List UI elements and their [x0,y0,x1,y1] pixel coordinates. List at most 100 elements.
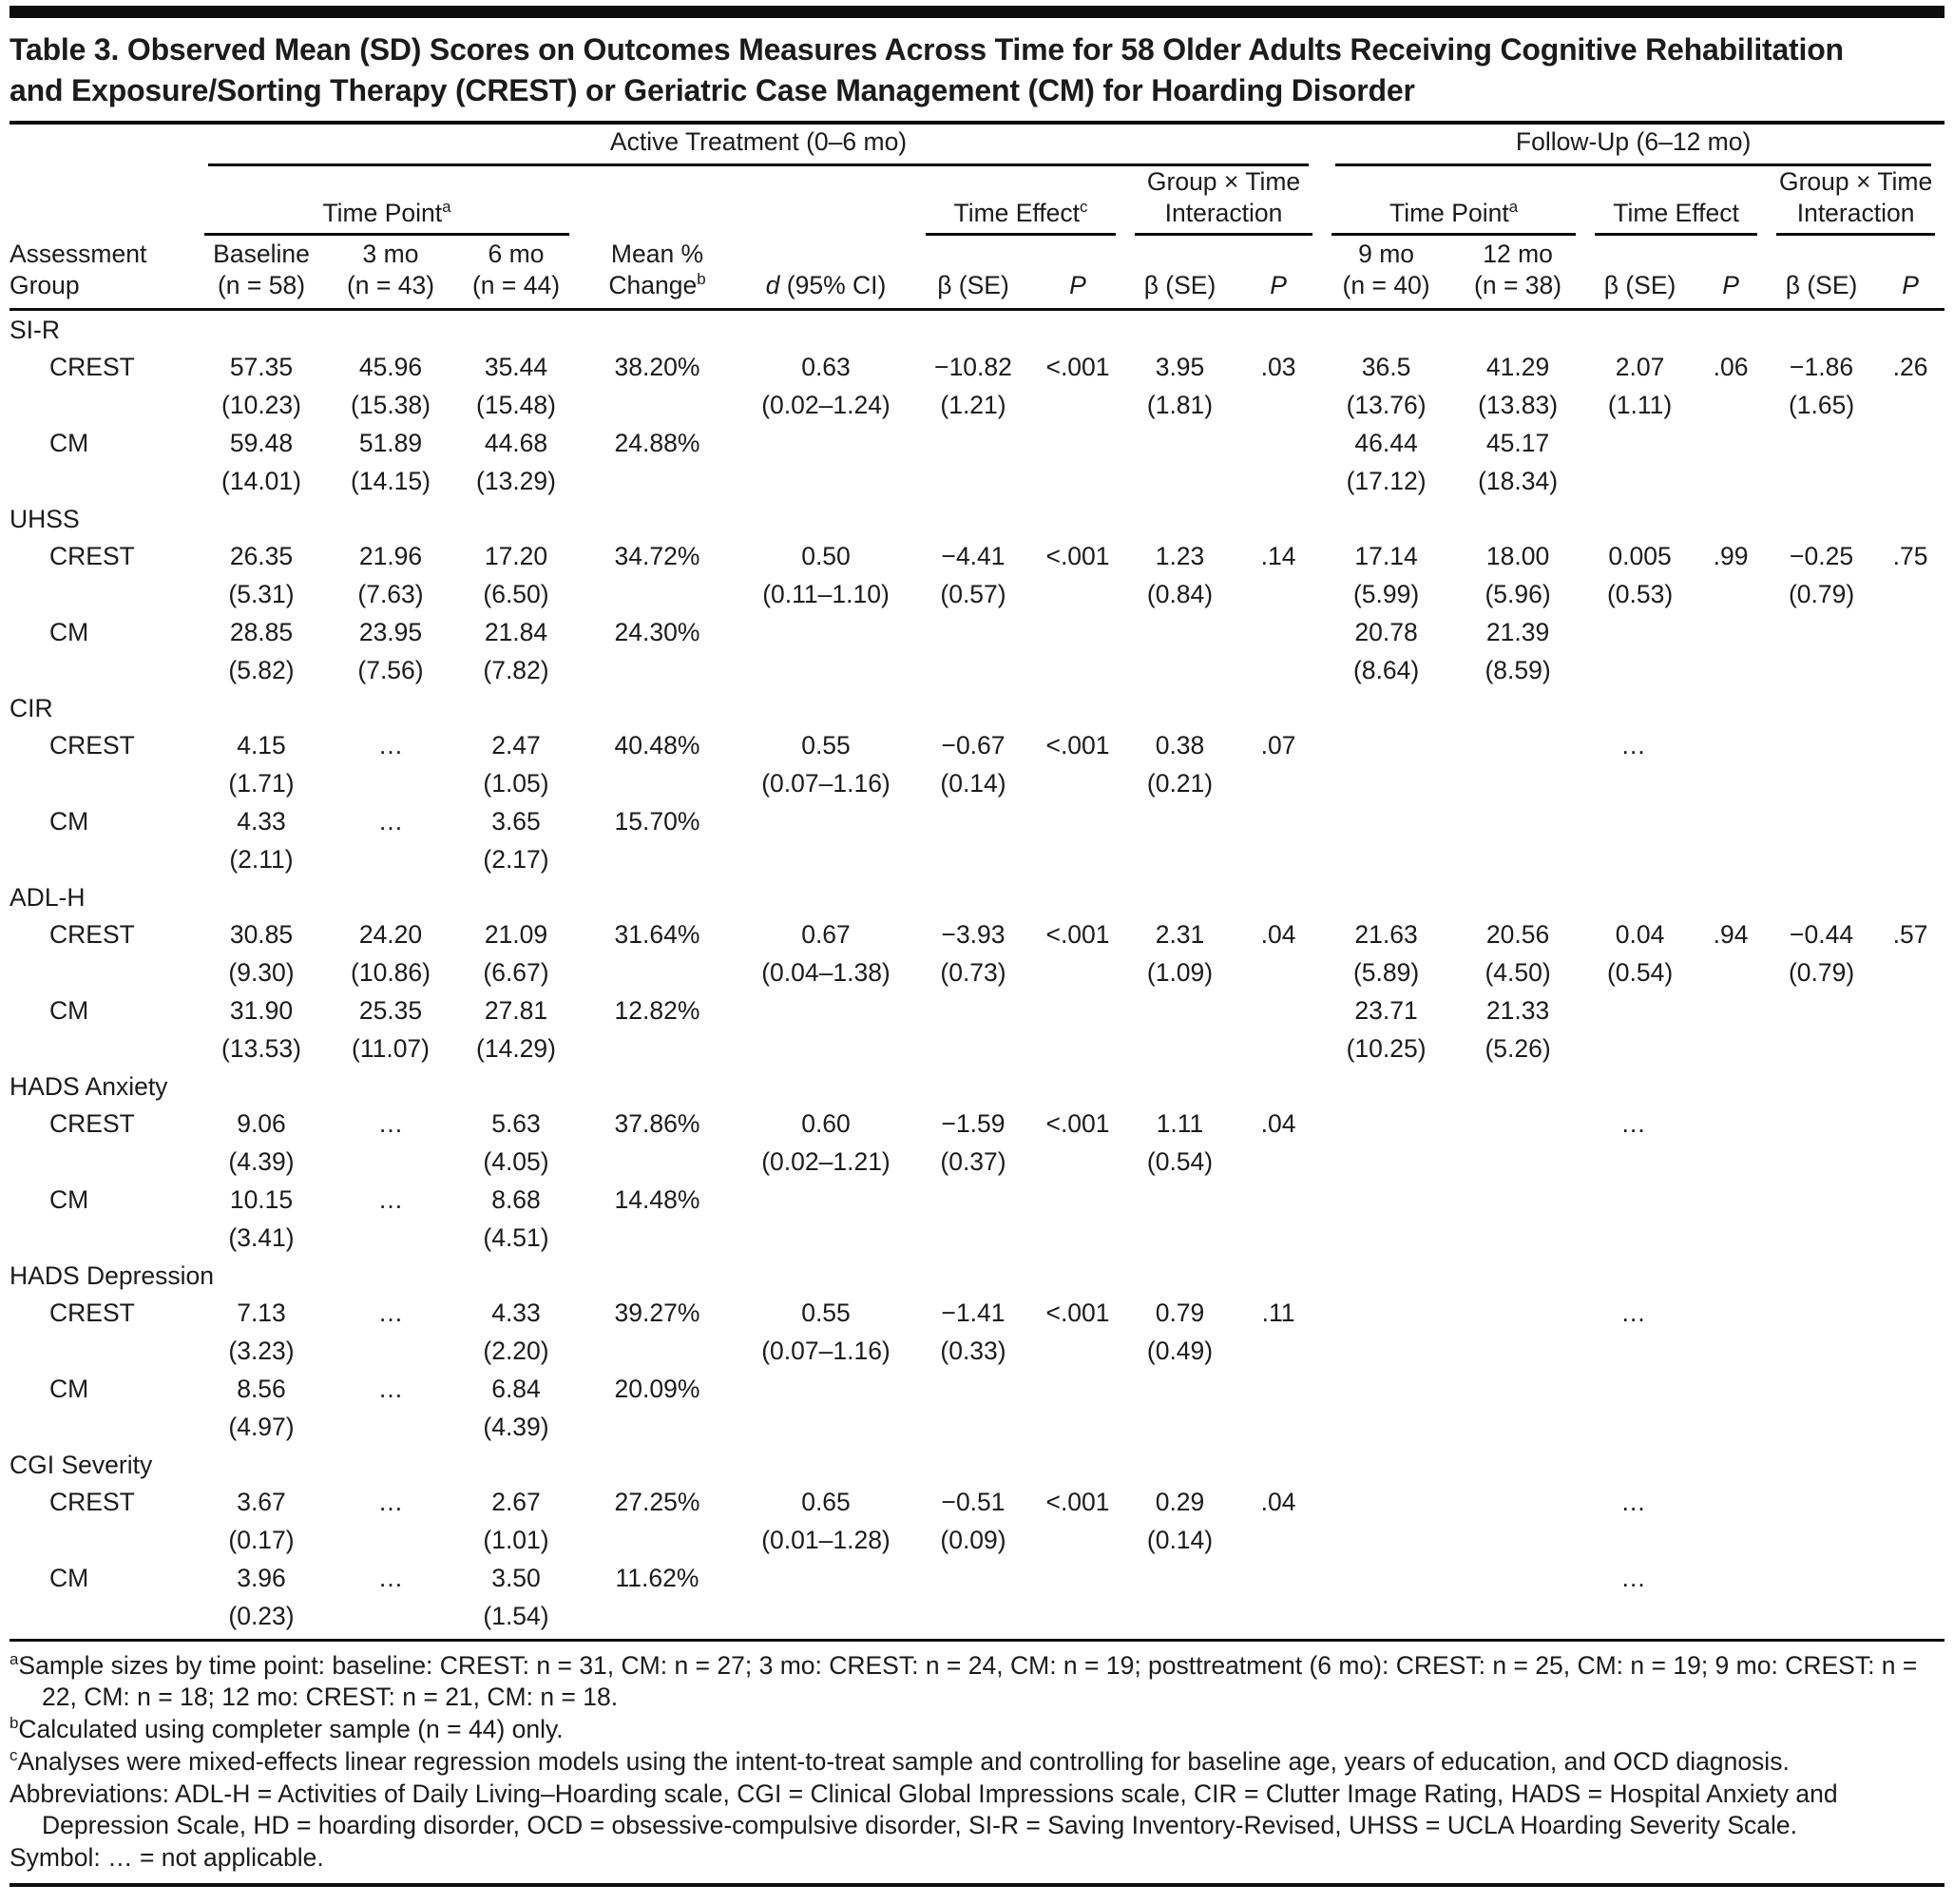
section-label: CIR [10,694,53,723]
table-title-line1: Table 3. Observed Mean (SD) Scores on Ou… [10,32,1844,67]
cell-time-effect-beta [916,424,1030,500]
cell-mean-pct-change: 31.64% [614,920,700,950]
cell-d-95ci: 0.63 (0.02–1.24) [761,353,891,420]
bottom-divider-bar [10,1883,1944,1888]
footnote-marker-a: a [1508,198,1519,217]
cell-fu-time-effect-beta [1585,991,1695,1067]
cell-d-95ci: 0.65 (0.01–1.28) [761,1488,891,1555]
cell-fu-time-effect-p [1695,613,1767,689]
col-head-3mo: 3 mo (n = 43) [328,236,453,312]
cell-groupxtime-beta [1125,1370,1235,1446]
cell-time-effect-beta [916,1181,1030,1257]
col-head-baseline: Baseline (n = 58) [195,236,328,312]
cell-fu-groupxtime-p [1876,424,1944,500]
header-subgroup-row: Time Pointa Time Effectc Group × Time In… [10,166,1944,237]
table-row: CM 3.96 (0.23)… 3.50 (1.54) 11.62%… [10,1559,1945,1643]
cell-mean-pct-change: 12.82% [614,996,700,1026]
cell-d-95ci [736,1370,916,1446]
cell-fu-time-effect-p: .06 [1713,353,1749,382]
cell-time-effect-beta [916,1370,1030,1446]
table-row: CM 31.90 (13.53) 25.35 (11.07) 27.81 (14.29) 12… [10,991,1944,1067]
cell-d-95ci [736,1181,916,1257]
col-group-follow-up: Follow-Up (6–12 mo) [1322,126,1944,167]
cell-d-95ci [736,1559,916,1643]
cell-6mo: 2.47 (1.05) [483,731,549,798]
cell-fu-groupxtime-beta [1767,991,1876,1067]
cell-12mo: 18.00 (5.96) [1485,542,1551,609]
table-row: CREST 26.35 (5.31) 21.96 (7.63) 17.20 (6.50) 34… [10,537,1944,613]
cell-12mo: 21.33 (5.26) [1485,996,1551,1064]
group-label: CREST [49,731,135,760]
cell-groupxtime-p: .11 [1261,1298,1295,1328]
col-head-time-effect-p: P [1030,236,1125,312]
cell-time-effect-p: <.001 [1045,542,1110,571]
cell-6mo: 6.84 (4.39) [483,1375,549,1442]
cell-12mo: 45.17 (18.34) [1478,429,1559,496]
cell-fu-time-effect-beta: 0.04 (0.54) [1606,920,1674,988]
footnote-marker-a: a [442,198,451,217]
cell-6mo: 4.33 (2.20) [483,1298,549,1366]
cell-12mo: 21.39 (8.59) [1485,618,1551,685]
cell-fu-time-effect-beta [1585,613,1695,689]
cell-groupxtime-beta: 0.38 (0.21) [1146,731,1214,798]
header-spacer [579,166,736,236]
table-body: SI-R CREST 57.35 (10.23) 45.96 (15.38) 35.44 (1… [10,310,1945,1643]
col-head-assessment-group: Assessment Group [10,236,195,312]
col-group-groupxtime-followup: Group × Time Interaction [1767,166,1944,237]
cell-groupxtime-p [1235,991,1322,1067]
cell-6mo: 17.20 (6.50) [483,542,549,609]
header-spacer [10,166,195,236]
cell-time-effect-p [1030,1181,1125,1257]
cell-groupxtime-p: .14 [1260,542,1296,571]
cell-mean-pct-change: 20.09% [614,1375,700,1404]
group-label: CM [49,429,89,458]
cell-3mo: … [377,1488,404,1517]
col-head-12mo: 12 mo (n = 38) [1450,236,1586,312]
cell-fu-time-effect-beta [1585,424,1695,500]
cell-9mo: 23.71 (10.25) [1346,996,1427,1064]
section-row: HADS Anxiety [10,1067,1944,1105]
cell-6mo: 44.68 (13.29) [476,429,556,496]
table-row: CM 10.15 (3.41) … 8.68 (4.51) 14.48% [10,1181,1944,1257]
table-title-line2: and Exposure/Sorting Therapy (CREST) or … [10,73,1415,108]
cell-mean-pct-change: 37.86% [614,1109,700,1139]
col-head-6mo: 6 mo (n = 44) [453,236,579,312]
cell-followup-not-applicable: … [1620,1109,1646,1139]
cell-fu-groupxtime-beta: −0.25 (0.79) [1788,542,1855,609]
table-row: CREST 7.13 (3.23) … 4.33 (2.20) 39.27% 0.55 (0.0… [10,1294,1944,1370]
cell-3mo: … [377,1109,404,1139]
footnote-abbreviations: Abbreviations: ADL-H = Activities of Dai… [10,1779,1838,1840]
group-label: CM [49,807,89,837]
cell-time-effect-beta: −0.51 (0.09) [940,1488,1006,1555]
cell-groupxtime-beta [1125,424,1235,500]
section-row: CGI Severity [10,1446,1944,1483]
cell-mean-pct-change: 24.30% [614,618,700,647]
header-spacer [10,126,195,166]
cell-groupxtime-p: .04 [1260,1488,1296,1517]
cell-fu-time-effect-p [1695,424,1767,500]
cell-d-95ci [736,424,916,500]
col-group-time-point-followup: Time Pointa [1322,166,1585,237]
cell-mean-pct-change: 39.27% [614,1298,700,1328]
cell-time-effect-p [1030,1370,1125,1446]
cell-followup-not-applicable: … [1322,1559,1945,1643]
cell-time-effect-p [1030,802,1125,878]
cell-baseline: 57.35 (10.23) [221,353,301,420]
cell-d-95ci [736,991,916,1067]
table-title: Table 3. Observed Mean (SD) Scores on Ou… [10,29,1944,125]
cell-groupxtime-p [1235,1370,1322,1446]
cell-6mo: 27.81 (14.29) [476,996,556,1064]
cell-12mo: 20.56 (4.50) [1485,920,1551,988]
cell-baseline: 28.85 (5.82) [228,618,295,685]
group-label: CM [10,1559,195,1643]
section-label: HADS Anxiety [10,1072,168,1102]
cell-groupxtime-beta: 1.23 (0.84) [1146,542,1214,609]
cell-groupxtime-p: .07 [1260,731,1296,760]
cell-d-95ci: 0.60 (0.02–1.21) [761,1109,891,1177]
col-head-groupxtime-p: P [1235,236,1323,312]
cell-mean-pct-change: 14.48% [614,1185,700,1215]
cell-groupxtime-beta [1125,1181,1235,1257]
footnote-a: aSample sizes by time point: baseline: C… [10,1650,1918,1712]
col-head-fu-groupxtime-p: P [1876,236,1945,312]
section-row: HADS Depression [10,1257,1944,1294]
